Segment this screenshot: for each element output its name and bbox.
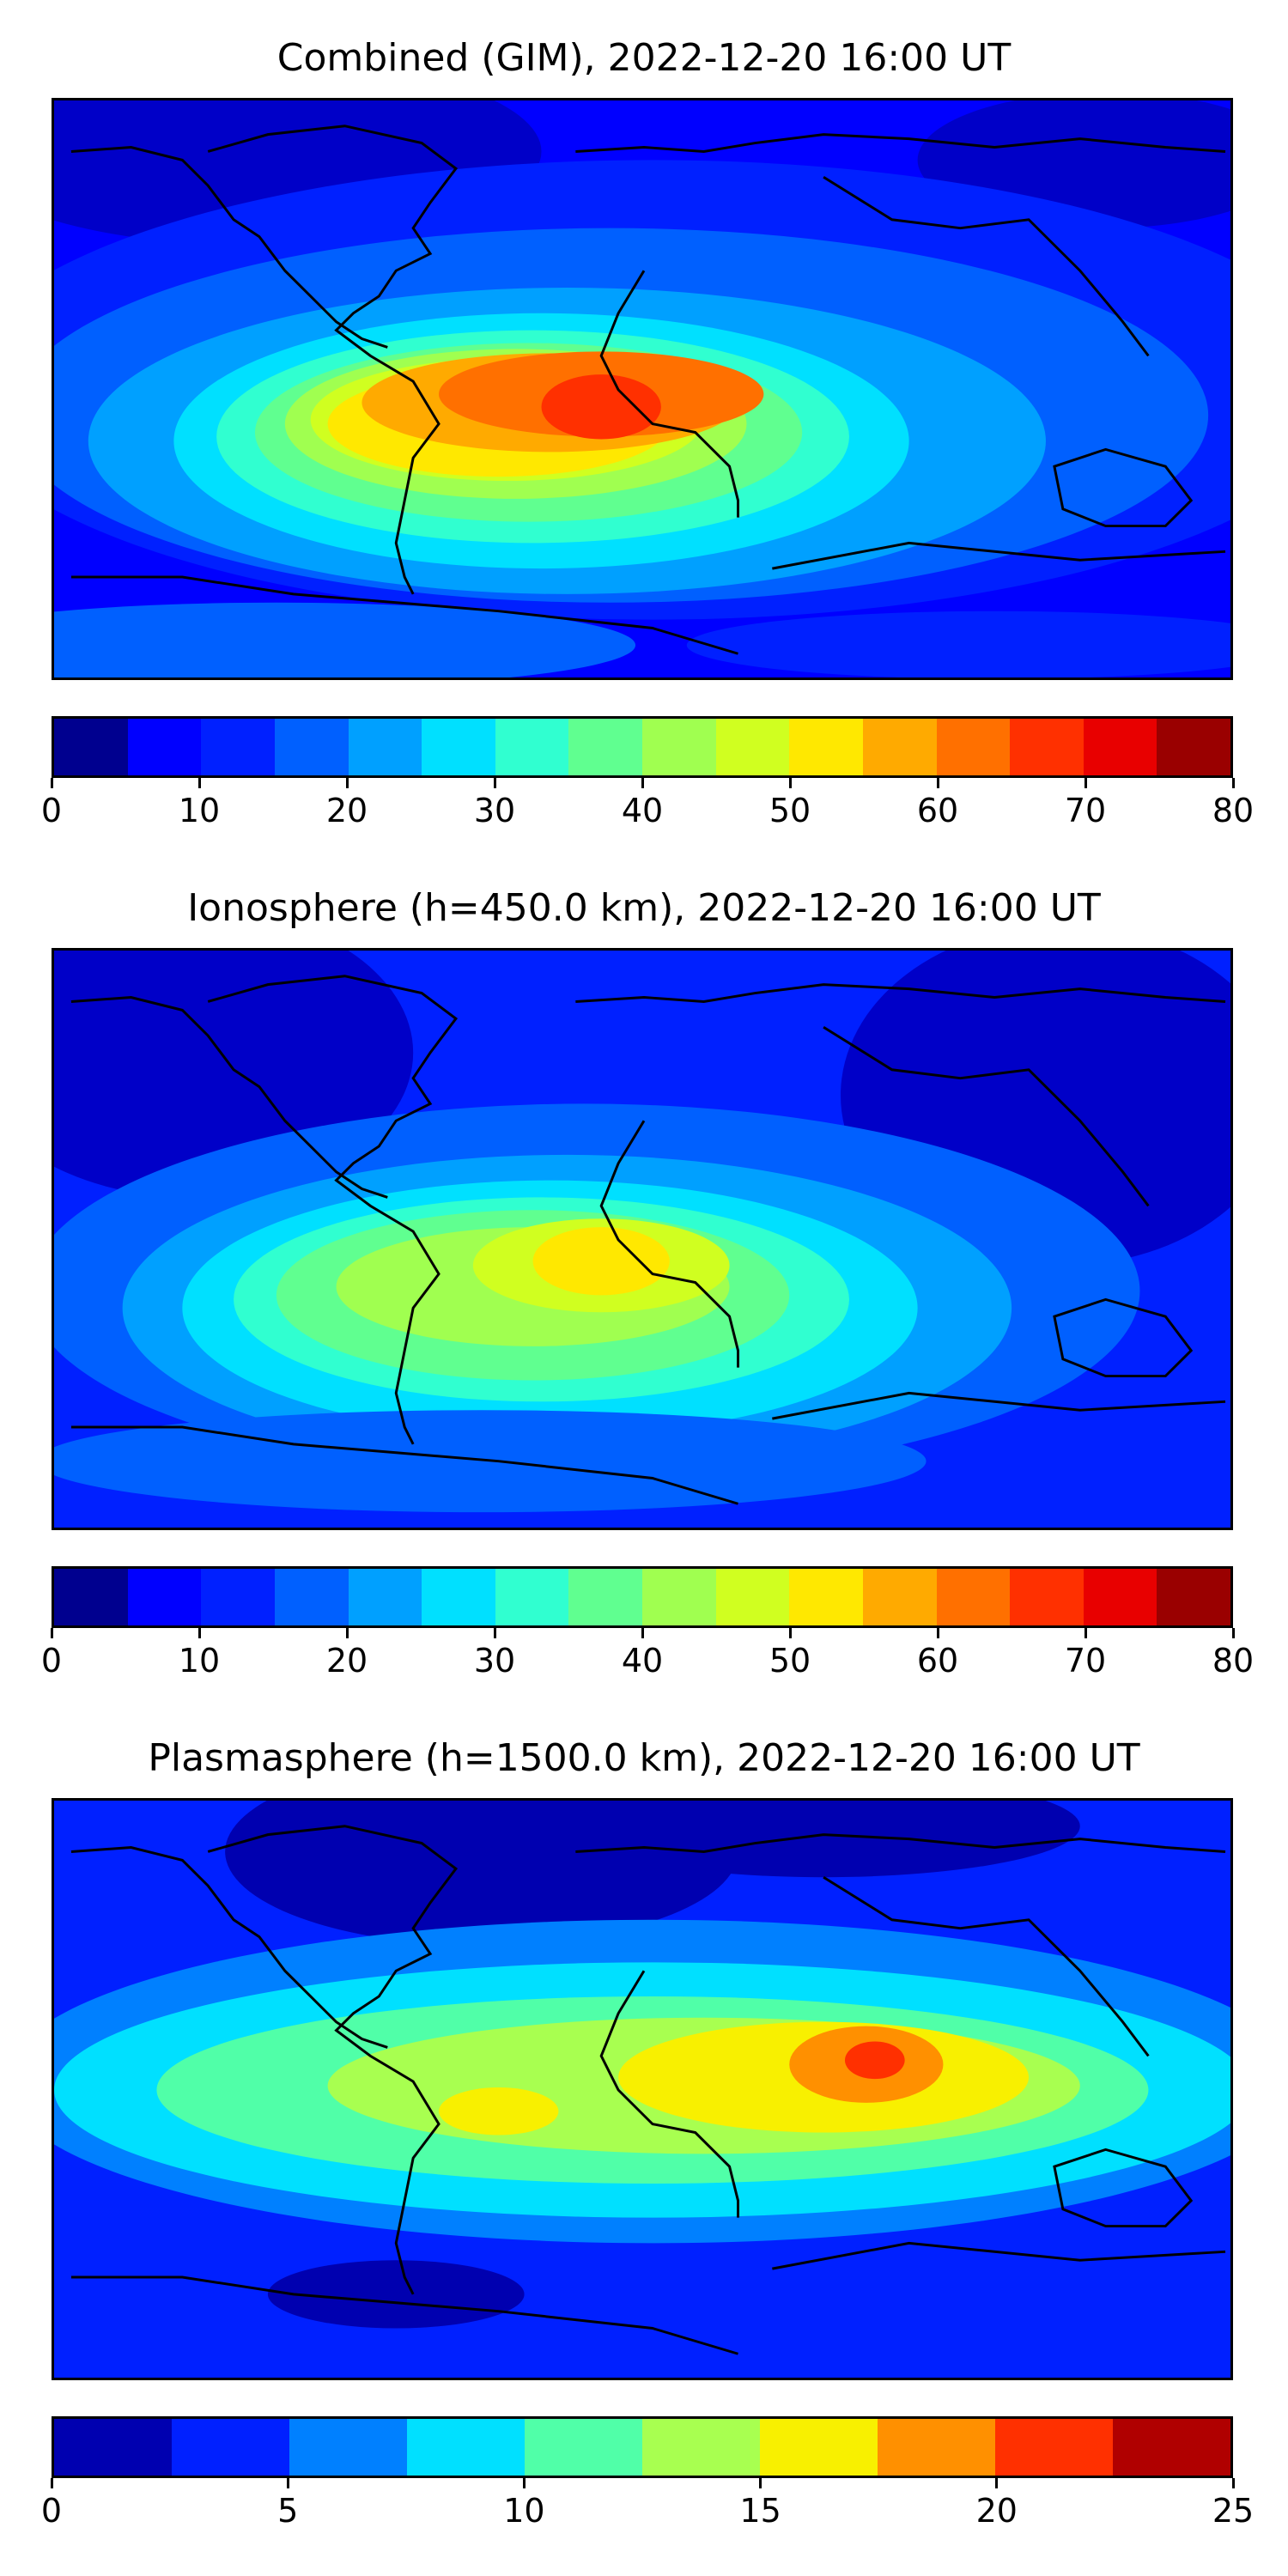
colorbar-segment: [172, 2419, 289, 2476]
colorbar-tick-label: 50: [769, 792, 811, 829]
colorbar-tick-label: 60: [916, 792, 959, 829]
colorbar-segment: [936, 1569, 1011, 1625]
colorbar-segment: [525, 2419, 642, 2476]
colorbar-segment: [201, 1569, 275, 1625]
colorbar-segment: [1010, 719, 1084, 775]
colorbar-tick-label: 70: [1064, 1642, 1107, 1680]
colorbar-segment: [127, 1569, 202, 1625]
tec-contour-map: [54, 1801, 1230, 2378]
colorbar-segment: [789, 1569, 863, 1625]
colorbar-segment: [936, 719, 1011, 775]
colorbar-tick-label: 40: [621, 792, 664, 829]
colorbar-tick-label: 15: [739, 2492, 781, 2530]
map-ionosphere: [52, 948, 1233, 1530]
colorbar-segment: [862, 1569, 937, 1625]
colorbar-tick-label: 80: [1212, 792, 1255, 829]
colorbar-tick-label: 70: [1064, 792, 1107, 829]
colorbar-segment: [1010, 1569, 1084, 1625]
coastlines: [70, 1825, 1226, 2355]
colorbar-combined: [52, 716, 1233, 778]
colorbar-segment: [1157, 719, 1230, 775]
colorbar-ticks: 0 5 10 15 20 25: [41, 2478, 1254, 2530]
colorbar-segment: [348, 1569, 422, 1625]
colorbar-segment: [54, 2419, 172, 2476]
colorbar-segment: [878, 2419, 995, 2476]
colorbar-tick-label: 10: [178, 792, 221, 829]
colorbar-ticks: 0 10 20 30 40 50 60 70 80: [41, 778, 1254, 829]
colorbar-segment: [54, 719, 128, 775]
colorbar-tick-label: 30: [473, 792, 516, 829]
coastlines: [70, 125, 1226, 655]
colorbar-segment: [274, 1569, 349, 1625]
colorbar-tick-label: 20: [325, 1642, 368, 1680]
colorbar-segment: [1157, 1569, 1230, 1625]
colorbar-segment: [1083, 719, 1157, 775]
colorbar-plasmasphere: [52, 2416, 1233, 2478]
colorbar-tick-label: 20: [325, 792, 368, 829]
colorbar-segment: [862, 719, 937, 775]
colorbar-tick-label: 60: [916, 1642, 959, 1680]
map-title: Combined (GIM), 2022-12-20 16:00 UT: [276, 36, 1012, 80]
colorbar-tick-label: 80: [1212, 1642, 1255, 1680]
colorbar-segment: [1083, 1569, 1157, 1625]
map-combined: [52, 98, 1233, 680]
colorbar-segment: [289, 2419, 407, 2476]
colorbar-segment: [642, 2419, 760, 2476]
colorbar-tick-label: 0: [40, 2492, 63, 2530]
colorbar-tick-label: 40: [621, 1642, 664, 1680]
colorbar-segment: [568, 1569, 642, 1625]
map-title: Plasmasphere (h=1500.0 km), 2022-12-20 1…: [148, 1736, 1140, 1780]
colorbar-tick-label: 20: [975, 2492, 1018, 2530]
map-plasmasphere: [52, 1798, 1233, 2380]
colorbar-segment: [422, 719, 495, 775]
colorbar-tick-label: 30: [473, 1642, 516, 1680]
coastlines: [70, 975, 1226, 1505]
colorbar-tick-label: 25: [1212, 2492, 1255, 2530]
colorbar-segment: [1113, 2419, 1230, 2476]
tec-contour-map: [54, 951, 1230, 1528]
colorbar-tick-label: 0: [40, 1642, 63, 1680]
colorbar-segment: [127, 719, 202, 775]
colorbar-segment: [201, 719, 275, 775]
colorbar-segment: [715, 1569, 790, 1625]
colorbar-segment: [422, 1569, 495, 1625]
colorbar-segment: [995, 2419, 1113, 2476]
colorbar-segment: [568, 719, 642, 775]
colorbar-segment: [348, 719, 422, 775]
colorbar-segment: [642, 719, 716, 775]
colorbar-tick-label: 10: [503, 2492, 545, 2530]
tec-contour-map: [54, 100, 1230, 677]
colorbar-segment: [760, 2419, 878, 2476]
colorbar-tick-label: 5: [277, 2492, 299, 2530]
colorbar-segment: [495, 719, 569, 775]
colorbar-segment: [274, 719, 349, 775]
colorbar-tick-label: 50: [769, 1642, 811, 1680]
colorbar-segment: [54, 1569, 128, 1625]
colorbar-segment: [495, 1569, 569, 1625]
colorbar-tick-label: 10: [178, 1642, 221, 1680]
colorbar-segment: [715, 719, 790, 775]
colorbar-segment: [407, 2419, 525, 2476]
map-title: Ionosphere (h=450.0 km), 2022-12-20 16:0…: [187, 886, 1101, 930]
colorbar-segment: [789, 719, 863, 775]
colorbar-segment: [642, 1569, 716, 1625]
colorbar-ticks: 0 10 20 30 40 50 60 70 80: [41, 1628, 1254, 1680]
colorbar-tick-label: 0: [40, 792, 63, 829]
colorbar-ionosphere: [52, 1566, 1233, 1628]
